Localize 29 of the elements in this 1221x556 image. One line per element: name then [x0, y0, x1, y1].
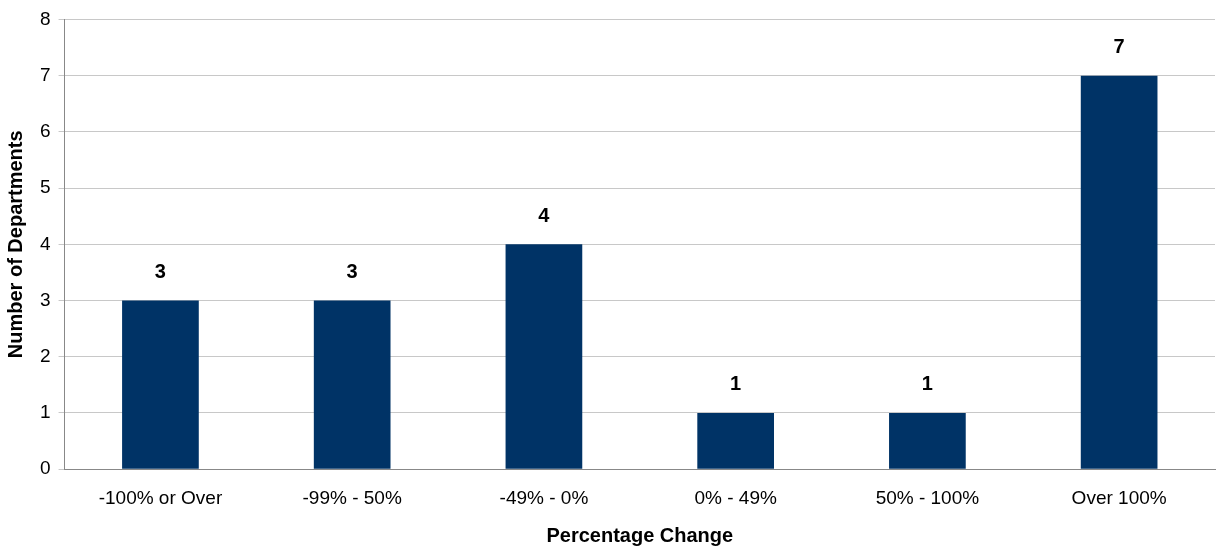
- bar: [122, 300, 199, 469]
- y-tick-label: 2: [39, 344, 51, 366]
- bar: [889, 412, 966, 469]
- bar: [697, 412, 774, 469]
- bar: [313, 300, 391, 469]
- data-label: 4: [538, 203, 551, 226]
- x-tick-label: -49% - 0%: [499, 486, 589, 508]
- y-tick-label: 3: [39, 288, 51, 310]
- data-label: 3: [346, 260, 358, 283]
- x-tick-label: 50% - 100%: [875, 486, 980, 508]
- data-label: 1: [730, 372, 742, 395]
- data-label: 3: [154, 260, 166, 283]
- y-axis-title: Number of Departments: [3, 130, 26, 359]
- data-label: 7: [1113, 35, 1125, 58]
- x-tick-label: 0% - 49%: [694, 486, 777, 508]
- y-tick-label: 1: [39, 401, 51, 423]
- bar: [1080, 75, 1158, 469]
- y-tick-label: 5: [39, 176, 51, 198]
- bar: [505, 244, 583, 469]
- y-tick-label: 7: [39, 63, 51, 85]
- y-tick-label: 6: [39, 120, 51, 142]
- y-tick-label: 4: [39, 232, 51, 254]
- data-label: 1: [921, 372, 933, 395]
- x-tick-label: -99% - 50%: [302, 486, 402, 508]
- y-tick-label: 0: [39, 457, 51, 479]
- x-tick-label: Over 100%: [1071, 486, 1167, 508]
- x-axis-title: Percentage Change: [546, 523, 734, 546]
- x-tick-label: -100% or Over: [98, 486, 223, 508]
- y-tick-label: 8: [39, 7, 51, 29]
